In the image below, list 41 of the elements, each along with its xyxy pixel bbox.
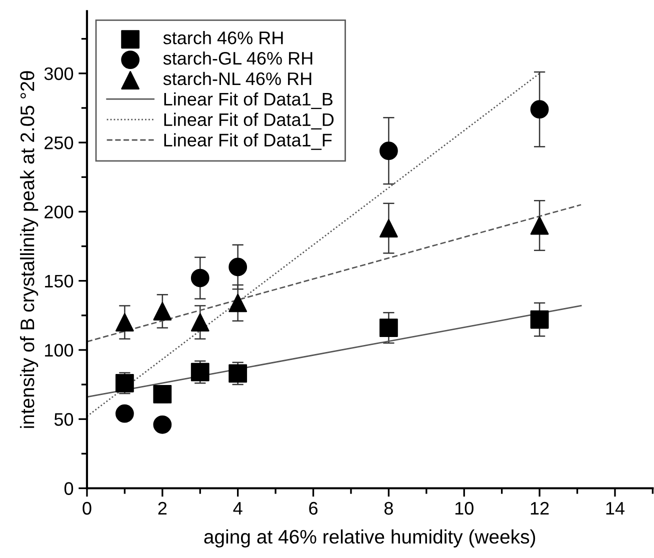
y-tick-label: 50	[54, 413, 74, 426]
x-tick-label: 6	[309, 502, 318, 515]
y-tick-label: 300	[44, 67, 74, 80]
y-axis-title: intensity of B crystallinity peak at 2.05 °2θ	[20, 71, 38, 428]
point	[228, 364, 248, 383]
point	[115, 374, 134, 392]
y-tick-label: 200	[44, 206, 74, 218]
y-tick-label: 150	[45, 274, 74, 288]
point	[379, 142, 398, 160]
point	[153, 302, 172, 320]
legend-label: starch-GL 46% RH	[163, 51, 312, 65]
point	[530, 100, 549, 119]
point	[190, 313, 210, 332]
y-tick-label: 250	[44, 136, 74, 150]
x-tick-label: 2	[158, 502, 167, 515]
x-tick-label: 12	[530, 502, 549, 515]
legend-label: Linear Fit of Data1_D	[164, 112, 334, 130]
x-tick-label: 8	[384, 502, 393, 515]
point	[379, 318, 398, 338]
point	[190, 268, 210, 288]
x-tick-label: 10	[455, 502, 474, 515]
point	[530, 216, 549, 235]
point	[115, 404, 134, 423]
point	[228, 294, 248, 312]
legend-label: starch 46% RH	[163, 31, 283, 44]
x-tick-label: 4	[233, 502, 242, 515]
point	[190, 362, 210, 382]
legend-label: starch-NL 46% RH	[163, 72, 312, 86]
y-tick-label: 0	[64, 482, 74, 495]
x-tick-label: 14	[606, 502, 624, 515]
point	[228, 258, 248, 276]
point	[153, 385, 172, 404]
x-axis-title: aging at 46% relative humidity (weeks)	[204, 529, 536, 548]
point	[153, 415, 172, 434]
legend-label: Linear Fit of Data1_B	[164, 92, 332, 110]
point	[530, 310, 549, 329]
point	[379, 219, 398, 238]
point	[115, 313, 134, 332]
x-tick-label: 0	[82, 502, 92, 515]
legend-label: Linear Fit of Data1_F	[164, 133, 332, 150]
y-tick-label: 100	[45, 344, 74, 357]
